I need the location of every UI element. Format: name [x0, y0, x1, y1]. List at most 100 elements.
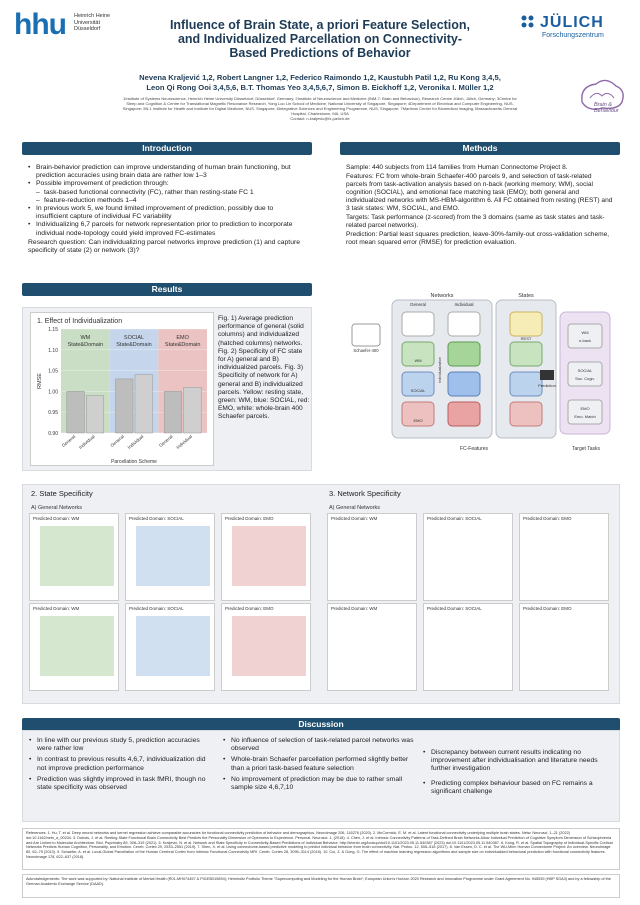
mini-panel-title: Predicted Domain: EMO — [225, 516, 274, 521]
title-line: Based Predictions of Behavior — [229, 46, 411, 60]
brain-logo-text: Brain & Behaviour — [594, 102, 619, 114]
network-specificity-title: 3. Network Specificity — [329, 489, 401, 498]
affiliations-text: 1Institute of Systems Neuroscience, Hein… — [122, 96, 518, 116]
y-tick-label: 1.00 — [48, 389, 58, 395]
plot-area — [530, 526, 604, 586]
mini-panel-title: Predicted Domain: WM — [33, 606, 80, 611]
hhu-sub-line: Heinrich Heine — [74, 13, 111, 19]
y-tick-label: 1.05 — [48, 369, 58, 375]
mini-panel-title: Predicted Domain: SOCIAL — [427, 516, 482, 521]
brain-icon — [581, 79, 624, 110]
x-tick-label: General — [158, 434, 173, 448]
plot-area — [40, 526, 114, 586]
introduction-header: Introduction — [22, 142, 312, 155]
state-specificity-plot: Predicted Domain: WM — [29, 603, 119, 691]
mini-panel-title: Predicted Domain: SOCIAL — [129, 516, 184, 521]
bar — [86, 395, 105, 434]
methods-body: Sample: 440 subjects from 114 families f… — [340, 160, 620, 460]
methods-header: Methods — [340, 142, 620, 155]
references: References: 1. Hu, T. et al. Deep neural… — [22, 828, 620, 870]
hhu-logo-text: hhu — [14, 8, 67, 41]
y-tick-label: 1.10 — [48, 348, 58, 354]
diagram-states-label: States — [518, 293, 534, 299]
diagram-rest-label: REST — [521, 336, 532, 341]
authors-line: Leon Qi Rong Ooi 3,4,5,6, B.T. Thomas Ye… — [146, 83, 494, 92]
methods-targets: Targets: Task performance (z-scored) fro… — [346, 214, 605, 229]
diagram-target-emo: EMO — [580, 406, 589, 411]
juelich-subtitle: Forschungszentrum — [542, 32, 604, 39]
plot-area — [434, 526, 508, 586]
diagram-schaefer-label: Schaefer-400 — [353, 348, 379, 353]
plot-area — [232, 526, 306, 586]
poster-title: Influence of Brain State, a priori Featu… — [130, 18, 510, 60]
introduction-body: Brain-behavior prediction can improve un… — [22, 160, 312, 274]
group-label-line: EMO — [176, 335, 189, 341]
hhu-subtitle: Heinrich Heine Universität Düsseldorf — [74, 13, 110, 33]
network-specificity-plot: Predicted Domain: WM — [327, 603, 417, 691]
y-tick-label: 0.90 — [48, 431, 58, 437]
diagram-general-column — [401, 311, 435, 427]
mini-panel-title: Predicted Domain: WM — [331, 516, 378, 521]
group-label-line: WM — [80, 335, 90, 341]
network-specificity-plot: Predicted Domain: SOCIAL — [423, 513, 513, 601]
diagram-general-label: General — [410, 302, 426, 307]
state-specificity-plot: Predicted Domain: EMO — [221, 513, 311, 601]
specificity-panel: 2. State Specificity 3. Network Specific… — [22, 484, 620, 704]
state-specificity-plot: Predicted Domain: SOCIAL — [125, 513, 215, 601]
group-label-line: State&Domain — [165, 342, 200, 348]
acknowledgements: Acknowledgements: The work was supported… — [22, 874, 620, 898]
methods-diagram: Networks General Individual States Schae… — [346, 290, 612, 456]
mini-panel-title: Predicted Domain: EMO — [523, 516, 572, 521]
plot-area — [232, 616, 306, 676]
mini-panel-title: Predicted Domain: EMO — [225, 606, 274, 611]
specificity-subheading: A) General Networks — [329, 505, 381, 511]
state-specificity-plot: Predicted Domain: SOCIAL — [125, 603, 215, 691]
diagram-wm-label: WM — [414, 358, 421, 363]
juelich-logo: JÜLICH Forschungszentrum — [520, 12, 630, 46]
plot-area — [136, 526, 210, 586]
juelich-name: JÜLICH — [540, 14, 604, 31]
hhu-sub-line: Düsseldorf — [74, 26, 101, 32]
plot-area — [136, 616, 210, 676]
title-line: Influence of Brain State, a priori Featu… — [169, 18, 471, 32]
network-specificity-plot: Predicted Domain: WM — [327, 513, 417, 601]
diagram-target-social: SOCIAL — [578, 368, 593, 373]
diagram-social-label: SOCIAL — [411, 388, 426, 393]
diagram-target-wm: WM — [581, 330, 588, 335]
network-specificity-plot: Predicted Domain: EMO — [519, 513, 609, 601]
methods-diagram-svg: Networks General Individual States Schae… — [351, 293, 611, 452]
authors-line: Nevena Kraljević 1,2, Robert Langner 1,2… — [139, 73, 501, 82]
discussion-col-3: Discrepancy between current results indi… — [423, 749, 615, 799]
x-tick-label: Individual — [175, 434, 193, 450]
plot-area — [40, 616, 114, 676]
results-caption: Fig. 1) Average prediction performance o… — [218, 315, 310, 421]
discussion-bullet: No improvement of prediction may be due … — [223, 776, 415, 792]
plot-area — [338, 616, 412, 676]
diagram-emo-label: EMO — [413, 418, 422, 423]
discussion-header: Discussion — [22, 718, 620, 731]
mini-panel-title: Predicted Domain: EMO — [523, 606, 572, 611]
plot-area — [338, 526, 412, 586]
discussion-bullet: In contrast to previous results 4,6,7, i… — [29, 756, 215, 772]
mini-panel-title: Predicted Domain: WM — [33, 516, 80, 521]
intro-subbullet: feature-reduction methods 1–4 — [28, 197, 306, 205]
methods-prediction: Prediction: Partial least squares predic… — [346, 231, 610, 246]
hhu-sub-line: Universität — [74, 19, 100, 26]
discussion-bullet: Predicting complex behaviour based on FC… — [423, 780, 615, 796]
intro-subbullet: task-based functional connectivity (FC),… — [28, 189, 306, 197]
state-specificity-title: 2. State Specificity — [31, 489, 93, 498]
x-tick-label: General — [61, 434, 76, 448]
intro-bullet: Individualizing 6,7 parcels for network … — [28, 221, 306, 237]
diagram-individual-label: Individual — [454, 302, 473, 307]
effect-of-individualization-chart: 1. Effect of Individualization WM State&Do… — [30, 312, 214, 466]
specificity-subheading: A) General Networks — [31, 505, 83, 511]
bar — [66, 391, 85, 434]
affiliations: 1Institute of Systems Neuroscience, Hein… — [118, 96, 522, 121]
group-label-line: SOCIAL — [124, 335, 144, 341]
discussion-bullet: Whole-brain Schaefer parcellation perfor… — [223, 756, 415, 772]
juelich-dots-icon — [521, 15, 534, 28]
diagram-networks-label: Networks — [431, 293, 454, 299]
diagram-individualization: Individualization — [438, 357, 442, 383]
bar — [115, 378, 134, 434]
bar — [183, 387, 202, 434]
